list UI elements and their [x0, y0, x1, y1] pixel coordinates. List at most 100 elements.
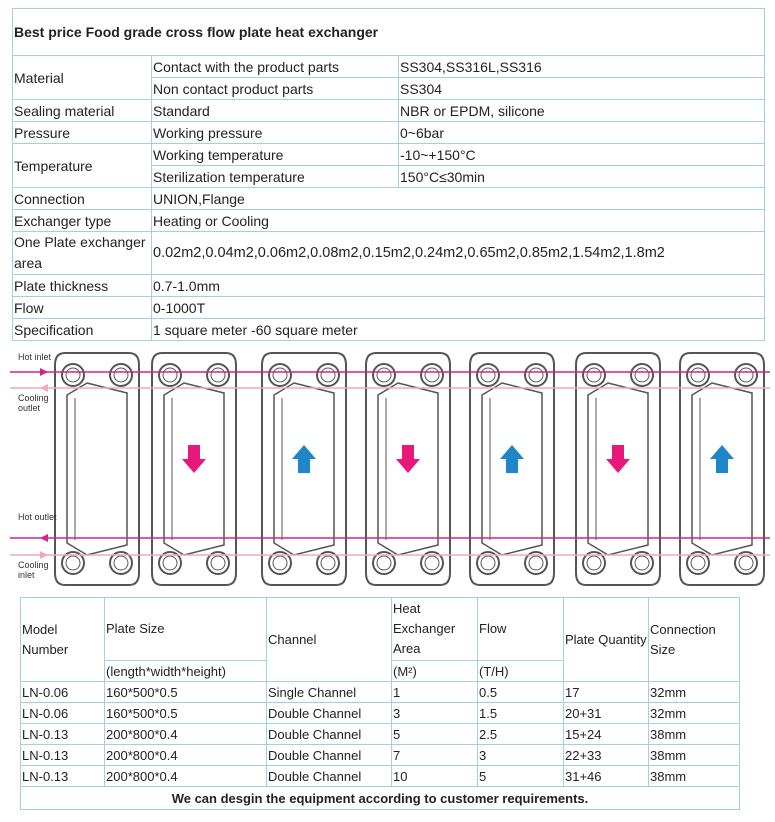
port: [61, 363, 85, 387]
cell: 32mm: [648, 702, 740, 724]
port: [113, 555, 129, 571]
cell: 0-1000T: [150, 296, 766, 319]
flow-arrow: [292, 445, 316, 473]
header-cell: Flow: [477, 597, 564, 661]
cell: Working pressure: [151, 121, 399, 144]
cell: 1 square meter -60 square meter: [150, 318, 766, 341]
port: [528, 367, 544, 383]
cell: 10: [391, 765, 478, 787]
plate: [679, 352, 765, 586]
plate: [261, 352, 347, 586]
spec-table: Best price Food grade cross flow plate h…: [11, 8, 766, 341]
cell: 38mm: [648, 765, 740, 787]
cell: Double Channel: [266, 723, 392, 745]
plate: [151, 352, 237, 586]
header-cell: Connection Size: [648, 597, 740, 682]
cell: Contact with the product parts: [151, 55, 399, 78]
cell: 5: [391, 723, 478, 745]
port: [206, 551, 230, 575]
cell: 5: [477, 765, 564, 787]
arrow-head: [40, 534, 48, 542]
port: [376, 555, 392, 571]
port: [272, 367, 288, 383]
diagram-label: Hot outlet: [18, 512, 57, 522]
cell: 160*500*0.5: [104, 681, 267, 703]
plate: [365, 352, 451, 586]
port: [113, 367, 129, 383]
cell: 17: [563, 681, 649, 703]
flow-arrow: [396, 445, 420, 473]
port: [210, 367, 226, 383]
cell: 0~6bar: [397, 121, 766, 144]
row: Material Contact with the product parts SS…: [12, 55, 766, 100]
port: [109, 551, 133, 575]
port: [268, 363, 292, 387]
row: Sealing material Standard NBR or EPDM, sil…: [12, 99, 766, 122]
flow-arrow: [710, 445, 734, 473]
cell: 200*800*0.4: [104, 744, 267, 766]
cell: 1.5: [477, 702, 564, 724]
cell: 160*500*0.5: [104, 702, 267, 724]
port: [272, 555, 288, 571]
unit-cell: (length*width*height): [104, 660, 267, 682]
header-cell: Plate Size: [104, 597, 267, 661]
row-label: One Plate exchanger area: [12, 231, 152, 275]
port: [524, 551, 548, 575]
cell: 200*800*0.4: [104, 765, 267, 787]
header-cell: Plate Quantity: [563, 597, 649, 682]
row-label: Temperature: [12, 143, 152, 188]
port: [480, 367, 496, 383]
port: [424, 367, 440, 383]
header-cell: Model Number: [20, 597, 105, 682]
data-row: LN-0.13 200*800*0.4 Double Channel 5 2.5 15+2…: [20, 723, 740, 745]
port: [738, 555, 754, 571]
port: [686, 363, 710, 387]
port: [734, 363, 758, 387]
cell: 0.5: [477, 681, 564, 703]
diagram-label: Hot inlet: [18, 352, 52, 362]
cell: 38mm: [648, 723, 740, 745]
footer: We can desgin the equipment according to…: [20, 786, 740, 810]
cell: Heating or Cooling: [150, 209, 766, 232]
plate: [54, 352, 140, 586]
cell: LN-0.06: [20, 681, 105, 703]
port: [686, 551, 710, 575]
port: [158, 551, 182, 575]
cell: 150°C≤30min: [397, 165, 766, 188]
cell: 15+24: [563, 723, 649, 745]
arrow-head: [40, 368, 48, 376]
cell: 200*800*0.4: [104, 723, 267, 745]
flow-arrow: [182, 445, 206, 473]
port: [420, 551, 444, 575]
cell: Sterilization temperature: [151, 165, 399, 188]
row: Temperature Working temperature -10~+150°C: [12, 143, 766, 188]
row-label: Material: [12, 55, 152, 100]
row-label: Specification: [12, 318, 152, 341]
data-row: LN-0.06 160*500*0.5 Double Channel 3 1.5 20+3…: [20, 702, 740, 724]
cell: 22+33: [563, 744, 649, 766]
port: [690, 367, 706, 383]
port: [586, 555, 602, 571]
row: Specification 1 square meter -60 square m…: [12, 318, 766, 341]
diagram-label: Cooling outlet: [18, 393, 49, 413]
header-cell: Heat Exchanger Area: [391, 597, 478, 661]
cell: Double Channel: [266, 744, 392, 766]
cell: SS304: [397, 77, 766, 100]
cell: Double Channel: [266, 702, 392, 724]
arrow-head: [40, 551, 48, 559]
row: Flow 0-1000T: [12, 296, 766, 319]
flow-arrow: [500, 445, 524, 473]
port: [162, 367, 178, 383]
port: [480, 555, 496, 571]
port: [630, 363, 654, 387]
port: [690, 555, 706, 571]
cell: LN-0.13: [20, 744, 105, 766]
port: [528, 555, 544, 571]
diagram-label: Cooling inlet: [18, 560, 49, 580]
row-label: Connection: [12, 187, 152, 210]
port: [634, 367, 650, 383]
port: [372, 363, 396, 387]
data-row: LN-0.13 200*800*0.4 Double Channel 7 3 22+33 3…: [20, 744, 740, 766]
port: [268, 551, 292, 575]
